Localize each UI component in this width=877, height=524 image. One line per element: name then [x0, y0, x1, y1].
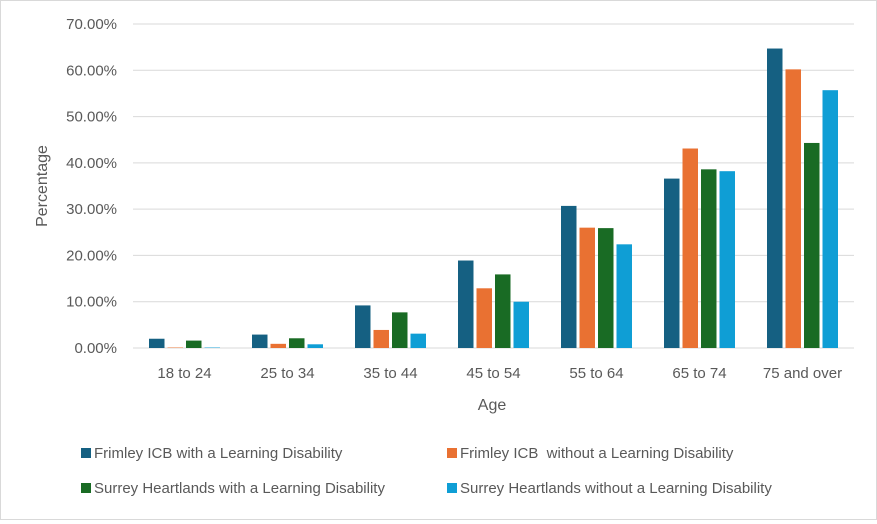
legend-swatch [81, 448, 91, 458]
y-tick-label: 20.00% [66, 247, 117, 264]
x-tick-label: 45 to 54 [466, 365, 520, 382]
legend-label: Frimley ICB with a Learning Disability [94, 445, 343, 462]
bar [495, 274, 511, 348]
bar [804, 143, 820, 348]
bar [411, 334, 427, 348]
bar [617, 244, 633, 348]
y-axis-label: Percentage [34, 145, 51, 227]
legend-label: Frimley ICB without a Learning Disabilit… [460, 445, 734, 462]
y-tick-label: 10.00% [66, 294, 117, 311]
bar [271, 344, 287, 348]
y-tick-label: 70.00% [66, 16, 117, 33]
bar [355, 305, 371, 348]
bar [786, 69, 802, 348]
x-axis-label: Age [478, 397, 507, 414]
x-tick-label: 35 to 44 [363, 365, 417, 382]
bar [308, 344, 324, 348]
bar [514, 302, 530, 348]
x-tick-label: 55 to 64 [569, 365, 623, 382]
x-tick-labels: 18 to 24 25 to 34 35 to 44 45 to 54 55 to 64… [157, 365, 842, 382]
bar [252, 335, 268, 348]
bar [149, 339, 165, 348]
bar [720, 171, 736, 348]
x-tick-label: 75 and over [763, 365, 842, 382]
legend-swatch [447, 448, 457, 458]
bar [683, 149, 699, 348]
bar [598, 228, 614, 348]
legend-label: Surrey Heartlands with a Learning Disabi… [94, 480, 385, 497]
y-tick-label: 40.00% [66, 155, 117, 172]
bar [580, 228, 596, 348]
gridlines [133, 24, 854, 348]
x-tick-label: 25 to 34 [260, 365, 314, 382]
bar [289, 338, 305, 348]
legend: Frimley ICB with a Learning Disability Fr… [81, 445, 772, 497]
bar [561, 206, 577, 348]
y-tick-label: 0.00% [74, 340, 117, 357]
y-tick-label: 60.00% [66, 62, 117, 79]
bar [823, 90, 839, 348]
y-tick-label: 30.00% [66, 201, 117, 218]
bar [664, 179, 680, 348]
bar [701, 169, 717, 348]
bar [458, 261, 474, 348]
bar [374, 330, 390, 348]
legend-swatch [447, 483, 457, 493]
x-tick-label: 65 to 74 [672, 365, 726, 382]
bar [767, 49, 783, 348]
bar [186, 341, 202, 348]
x-tick-label: 18 to 24 [157, 365, 211, 382]
y-tick-labels: 0.00% 10.00% 20.00% 30.00% 40.00% 50.00% 60.00… [66, 16, 117, 357]
legend-swatch [81, 483, 91, 493]
y-tick-label: 50.00% [66, 109, 117, 126]
bar [477, 288, 493, 348]
bars [149, 49, 838, 348]
bar [392, 312, 408, 348]
legend-label: Surrey Heartlands without a Learning Dis… [460, 480, 772, 497]
